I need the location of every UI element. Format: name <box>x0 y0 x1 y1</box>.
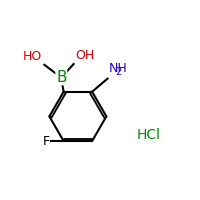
Text: HO: HO <box>23 50 42 63</box>
Text: HCl: HCl <box>137 128 161 142</box>
Text: OH: OH <box>75 49 94 62</box>
Text: B: B <box>56 70 67 85</box>
Text: 2: 2 <box>116 67 122 77</box>
Text: NH: NH <box>108 62 127 75</box>
Text: F: F <box>43 135 50 148</box>
